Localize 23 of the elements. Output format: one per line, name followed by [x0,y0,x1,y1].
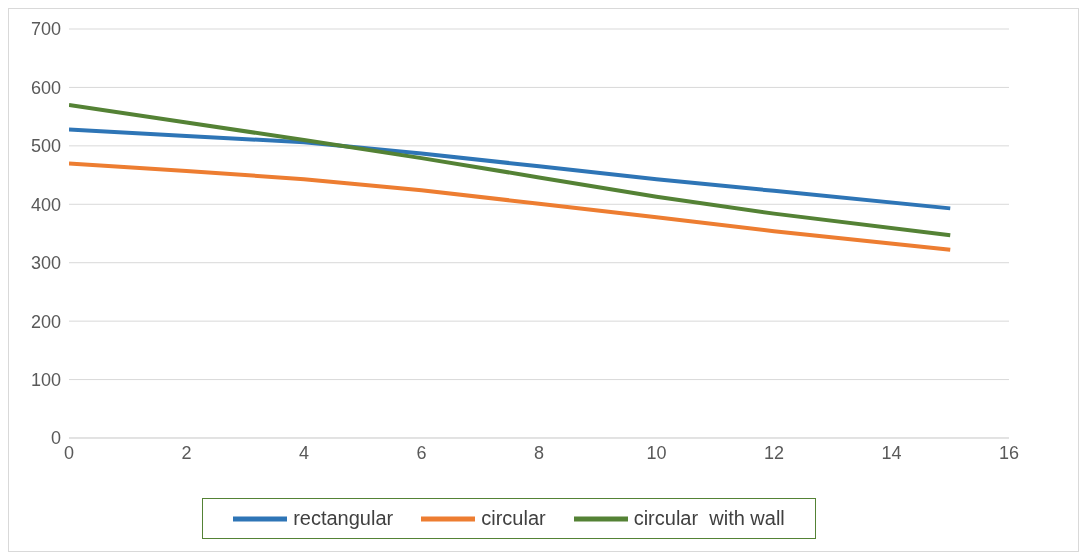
x-tick-label: 8 [533,442,545,463]
y-tick-label: 300 [30,253,61,274]
legend-label: rectangular [293,507,394,530]
x-tick-label: 14 [881,442,902,463]
x-tick-label: 10 [646,442,667,463]
y-tick-label: 700 [30,19,61,40]
line-series [69,102,953,238]
y-tick-label: 500 [30,136,61,157]
y-tick-label: 200 [30,311,61,332]
x-tick-label: 0 [63,442,75,463]
x-tick-label: 16 [998,442,1020,463]
x-tick-label: 12 [763,442,785,463]
y-tick-label: 0 [50,428,61,449]
legend-label: circular [481,507,546,530]
line-series [69,161,953,252]
y-tick-label: 600 [30,77,61,98]
legend-label: circular with wall [633,507,785,530]
x-tick-label: 6 [416,442,427,463]
line-series [69,127,953,211]
x-tick-label: 4 [298,442,310,463]
y-tick-label: 400 [30,194,61,215]
x-tick-label: 2 [181,442,192,463]
y-tick-label: 100 [30,369,61,390]
